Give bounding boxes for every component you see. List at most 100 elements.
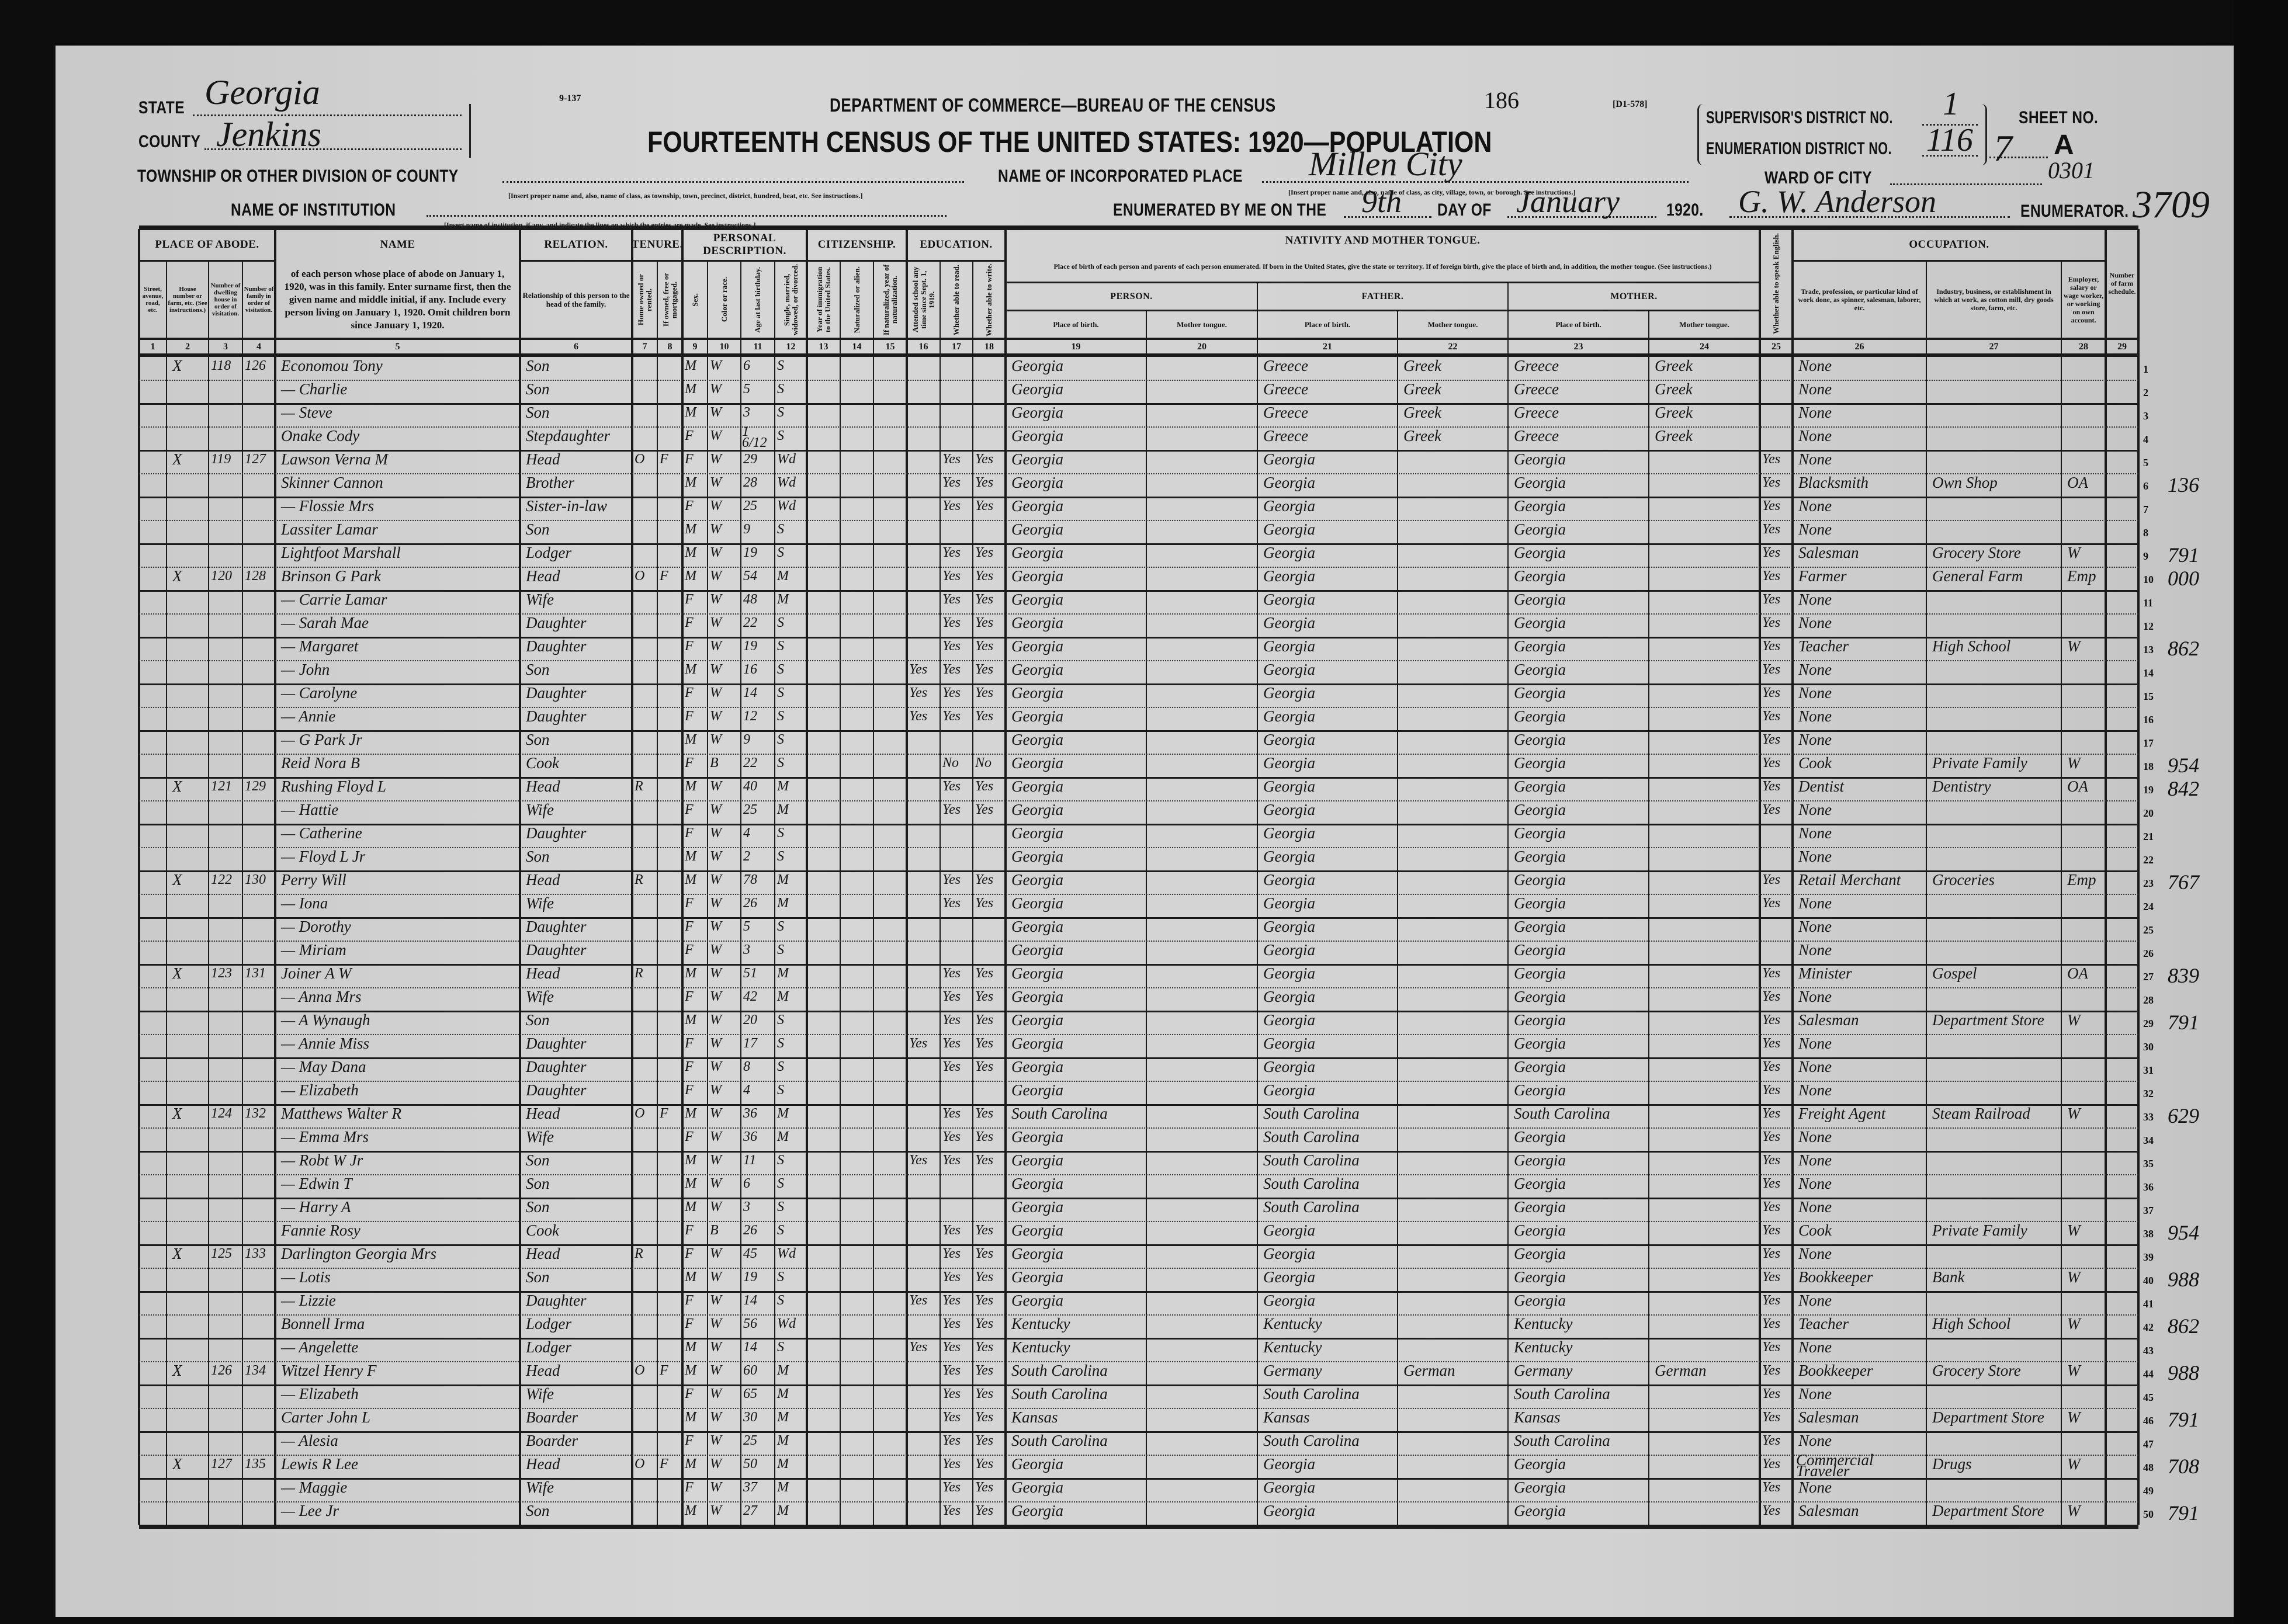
table-cell: 9	[743, 732, 750, 747]
table-cell: 30	[743, 1410, 757, 1425]
table-cell: F	[685, 1082, 694, 1098]
table-cell: Wd	[777, 452, 796, 467]
incorporated-value: Millen City	[1309, 145, 1462, 183]
table-cell: 3	[743, 405, 750, 420]
table-cell: South Carolina	[1011, 1385, 1108, 1403]
table-cell: F	[685, 1386, 694, 1401]
table-cell: Head	[526, 1245, 560, 1262]
row-rule	[139, 1127, 2138, 1129]
column-header: Whether able to speak English.	[1760, 229, 1793, 338]
district-bracket	[1697, 104, 1987, 165]
column-header: Age at last birthday.	[741, 262, 775, 338]
table-cell: 121	[211, 779, 232, 794]
table-cell: Georgia	[1011, 637, 1063, 655]
table-cell: Yes	[1762, 1340, 1781, 1355]
column-number: 20	[1197, 341, 1207, 352]
table-cell: Yes	[975, 1012, 994, 1028]
table-cell: Cook	[1798, 754, 1832, 772]
table-cell: 78	[743, 872, 757, 887]
table-cell: S	[777, 1340, 784, 1355]
table-cell: South Carolina	[1011, 1105, 1108, 1122]
table-cell: Yes	[909, 685, 928, 700]
table-cell: 22	[743, 755, 757, 771]
table-cell: M	[685, 1269, 696, 1285]
table-cell: — Flossie Mrs	[281, 497, 375, 515]
column-header-text: Mother tongue.	[1679, 320, 1729, 329]
table-cell: Georgia	[1011, 778, 1063, 795]
column-header-text: Trade, profession, or particular kind of…	[1798, 287, 1921, 312]
table-cell: Georgia	[1514, 964, 1566, 982]
table-cell: Witzel Henry F	[281, 1362, 377, 1379]
table-cell: Georgia	[1514, 1035, 1566, 1052]
table-cell: Greece	[1263, 404, 1308, 421]
table-cell: S	[777, 1176, 784, 1191]
table-cell: South Carolina	[1514, 1385, 1610, 1403]
table-cell: Son	[526, 1151, 550, 1169]
column-header-text: If naturalized, year of naturalization.	[881, 264, 899, 335]
table-cell: Yes	[1762, 1410, 1781, 1425]
table-cell: W	[710, 1082, 722, 1098]
table-cell: Georgia	[1263, 941, 1315, 959]
table-cell: Yes	[1762, 989, 1781, 1004]
table-cell: Fannie Rosy	[281, 1222, 360, 1239]
table-cell: Georgia	[1263, 474, 1315, 491]
line-number: 24	[2143, 901, 2154, 912]
column-header: Year of immigration to the United States…	[807, 262, 840, 338]
column-number: 27	[1989, 341, 1999, 352]
table-cell: Yes	[1762, 709, 1781, 724]
table-cell: Yes	[1762, 475, 1781, 490]
table-cell: Yes	[975, 1480, 994, 1495]
row-rule	[139, 1057, 2138, 1059]
incorporated-line	[1262, 181, 1689, 183]
table-cell: Kentucky	[1011, 1315, 1070, 1332]
table-cell: Georgia	[1263, 1222, 1315, 1239]
table-cell: Yes	[975, 1340, 994, 1355]
column-rule	[740, 260, 741, 1525]
table-cell: W	[710, 1386, 722, 1401]
table-cell: S	[777, 1153, 784, 1168]
table-row	[139, 941, 2138, 964]
table-cell: — Angelette	[281, 1338, 359, 1356]
column-header-text: Color or race.	[719, 277, 729, 322]
header-divider	[139, 338, 2138, 340]
table-cell: Yes	[975, 662, 994, 677]
table-cell: South Carolina	[1011, 1432, 1108, 1449]
table-cell: Yes	[975, 966, 994, 981]
table-cell: W	[710, 1293, 722, 1308]
table-cell: W	[710, 709, 722, 724]
table-cell: S	[777, 1293, 784, 1308]
table-cell: W	[2067, 637, 2081, 655]
table-cell: F	[685, 685, 694, 700]
table-cell: M	[685, 358, 696, 373]
table-cell: 14	[743, 1293, 757, 1308]
table-cell: W	[710, 452, 722, 467]
row-rule	[139, 1104, 2138, 1106]
column-header: Attended school any time since Sept. 1, …	[907, 262, 940, 338]
column-rule	[1791, 229, 1794, 1525]
table-cell: M	[685, 662, 696, 677]
table-cell: Son	[526, 380, 550, 398]
table-cell: F	[660, 1363, 668, 1378]
table-cell: Yes	[942, 1059, 961, 1074]
ward-code: 0301	[2048, 157, 2095, 183]
table-cell: Kentucky	[1263, 1315, 1322, 1332]
table-cell: South Carolina	[1263, 1128, 1360, 1146]
table-cell: Yes	[1762, 498, 1781, 513]
column-rule	[631, 229, 633, 1525]
column-header-text: Mother tongue.	[1427, 320, 1478, 329]
table-cell: Yes	[975, 1223, 994, 1238]
table-cell: — Lizzie	[281, 1292, 336, 1309]
table-cell: 120	[211, 568, 232, 584]
line-number: 33	[2143, 1111, 2154, 1123]
table-row	[139, 1034, 2138, 1057]
group-header-education: EDUCATION.	[920, 238, 993, 251]
table-cell: W	[710, 615, 722, 630]
column-number: 7	[642, 341, 647, 352]
group-header-relation: RELATION.	[544, 238, 608, 251]
table-cell: Georgia	[1011, 848, 1063, 865]
table-cell: M	[685, 1106, 696, 1121]
table-cell: 127	[245, 452, 266, 467]
line-number: 11	[2143, 597, 2154, 609]
table-cell: Georgia	[1514, 637, 1566, 655]
table-cell: Georgia	[1263, 824, 1315, 842]
